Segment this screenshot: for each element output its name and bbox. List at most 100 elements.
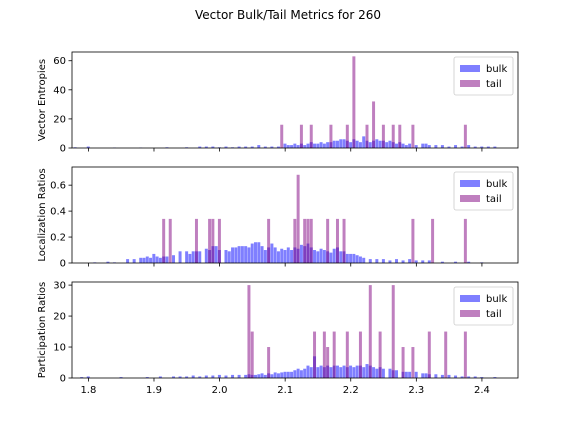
subplot-1: 0 20 40 60 Vector Entropies bulk tail (37, 51, 519, 155)
bar-bulk (378, 140, 382, 148)
x-tick-label: 2.3 (408, 385, 424, 396)
bar-bulk (440, 374, 444, 378)
bar-bulk (106, 261, 110, 263)
x-tick-label: 1.8 (80, 385, 96, 396)
bar-tail (463, 218, 467, 263)
axes-frame (71, 51, 519, 149)
bar-bulk (408, 143, 412, 148)
series-bulk (73, 136, 497, 148)
series-tail (162, 174, 467, 263)
y-tick-label: 40 (53, 85, 66, 96)
bar-bulk (467, 261, 471, 263)
bar-tail (194, 218, 198, 263)
y-tick-label: 0.2 (50, 233, 66, 244)
bar-bulk (224, 146, 228, 148)
bar-bulk (473, 146, 477, 148)
bar-bulk (296, 368, 300, 378)
axes-frame (71, 166, 519, 264)
bar-tail (391, 124, 395, 148)
bar-bulk (385, 142, 389, 148)
bar-bulk (254, 374, 257, 378)
bar-bulk (339, 251, 343, 263)
bar-bulk (119, 377, 123, 378)
bar-bulk (486, 146, 490, 148)
bar-bulk (424, 143, 428, 148)
bar-tail (322, 331, 326, 378)
bar-bulk (395, 370, 398, 378)
legend: bulk tail (453, 286, 514, 326)
bar-bulk (178, 376, 182, 378)
bar-bulk (313, 143, 317, 148)
bar-bulk (358, 142, 362, 148)
bar-bulk (231, 374, 235, 378)
bar-bulk (250, 243, 254, 263)
axes-frame (71, 281, 519, 379)
bar-tail (401, 347, 405, 378)
bar-bulk (332, 248, 336, 263)
bar-bulk (408, 371, 412, 378)
bar-bulk (342, 365, 346, 378)
bar-bulk (309, 367, 313, 378)
bar-bulk (355, 255, 359, 263)
bar-bulk (158, 257, 162, 263)
bar-bulk (152, 253, 156, 263)
bar-bulk (198, 146, 202, 148)
y-axis-label: Participation Ratios (37, 282, 48, 379)
y-tick-label: 10 (53, 343, 66, 354)
bar-tail (431, 218, 435, 263)
legend-label-bulk: bulk (486, 179, 507, 190)
bar-bulk (414, 371, 418, 378)
bar-bulk (299, 370, 303, 378)
bar-bulk (329, 367, 333, 378)
x-tick-label: 1.9 (146, 385, 162, 396)
bar-bulk (257, 242, 261, 263)
bar-bulk (316, 143, 320, 148)
bar-bulk (178, 251, 182, 263)
bar-bulk (270, 243, 274, 263)
bar-bulk (329, 252, 333, 263)
bar-bulk (296, 145, 300, 148)
bar-bulk (86, 376, 90, 378)
bar-bulk (276, 251, 280, 263)
bar-bulk (286, 371, 290, 378)
bar-bulk (404, 145, 408, 148)
bar-bulk (139, 257, 143, 263)
bar-bulk (480, 146, 484, 148)
x-tick-label: 2.4 (474, 385, 490, 396)
bar-tail (326, 347, 330, 378)
x-tick-label: 2.0 (212, 385, 228, 396)
y-tick-label: 0.6 (50, 181, 66, 192)
y-tick-label: 0 (60, 144, 66, 155)
legend-label-tail: tail (486, 79, 502, 90)
bar-bulk (427, 260, 431, 263)
bar-bulk (395, 143, 398, 148)
legend-box (453, 56, 514, 96)
panels: 0 20 40 60 Vector Entropies bulk tail 0 0.2 0.4 0.… (37, 51, 519, 396)
bar-tail (398, 124, 402, 148)
bar-bulk (313, 250, 317, 263)
x-tick-label: 2.1 (277, 385, 293, 396)
bar-bulk (427, 145, 431, 148)
bar-bulk (276, 373, 280, 378)
legend-box (453, 171, 514, 211)
bar-bulk (424, 373, 428, 378)
bar-tail (342, 218, 346, 263)
bar-tail (463, 124, 467, 148)
x-tick-label: 2.2 (343, 385, 359, 396)
subplot-3: 0 10 20 30 1.8 1.9 2.0 2.1 2.2 2.3 2.4 Participatio… (37, 281, 519, 396)
bar-bulk (493, 146, 497, 148)
bar-tail (309, 124, 313, 148)
bar-bulk (211, 146, 215, 148)
bar-bulk (293, 143, 297, 148)
bar-bulk (283, 250, 287, 263)
bar-bulk (224, 375, 228, 378)
bar-bulk (149, 257, 153, 263)
bar-bulk (467, 376, 471, 378)
bar-tail (345, 331, 349, 378)
bar-bulk (322, 250, 326, 263)
bar-bulk (414, 260, 418, 263)
bar-bulk (145, 256, 149, 263)
bar-tail (211, 218, 215, 263)
y-tick-label: 60 (53, 56, 66, 67)
